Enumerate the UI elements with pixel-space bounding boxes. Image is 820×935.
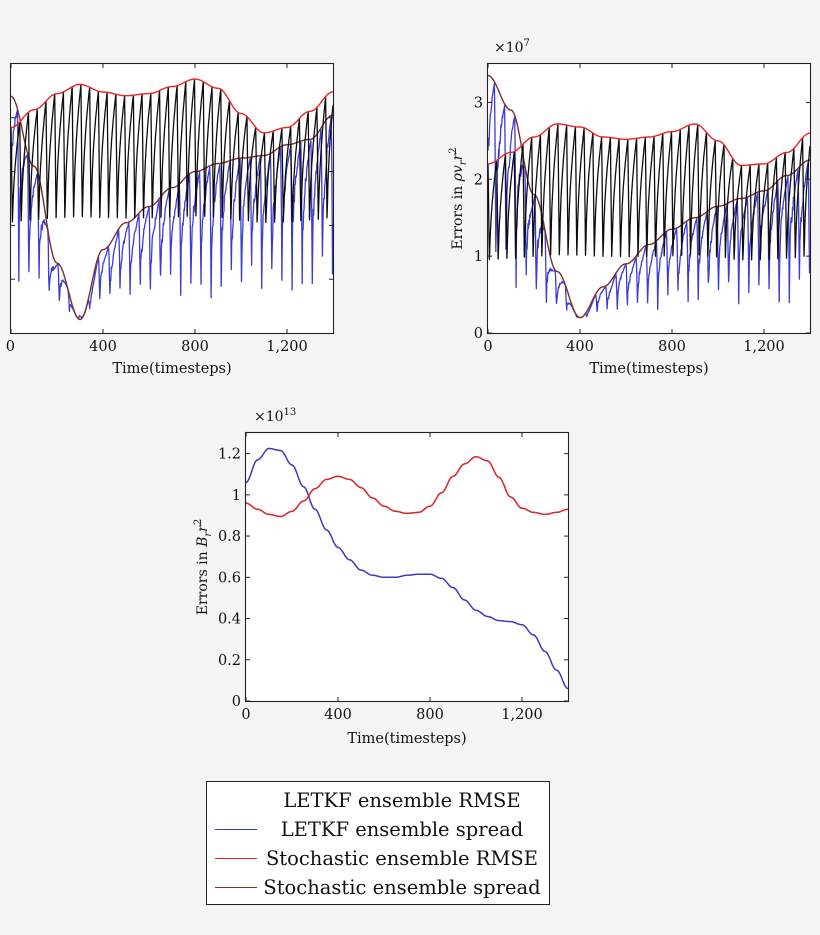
y-label-subscript: r bbox=[458, 159, 469, 165]
x-tick-label: 800 bbox=[658, 339, 686, 355]
y-tick-label: 0.8 bbox=[218, 529, 241, 545]
chart-panel-2: 0 400 800 1,200 0 1 2 3 Time(timesteps) ×107 Error… bbox=[448, 38, 812, 377]
chart-panel-3: 0 400 800 1,200 0 0.2 0.4 0.6 0.8 1 1.2 Time(timest… bbox=[193, 407, 570, 747]
y-axis-label: Errors in ρvrr2 bbox=[448, 147, 469, 249]
scale-exponent: 13 bbox=[284, 407, 297, 418]
y-label-tail: r bbox=[450, 152, 466, 160]
legend-item: LETKF ensemble RMSE bbox=[207, 788, 549, 814]
y-label-superscript: 2 bbox=[448, 147, 459, 153]
y-tick-label: 0.6 bbox=[218, 570, 241, 586]
x-tick-label: 800 bbox=[416, 707, 444, 723]
legend-swatch-letkf-rmse bbox=[215, 800, 257, 801]
x-axis-label: Time(timesteps) bbox=[347, 731, 466, 747]
x-tick-label: 400 bbox=[566, 339, 594, 355]
x-tick-label: 0 bbox=[483, 339, 492, 355]
x-tick-label: 400 bbox=[89, 339, 117, 355]
scale-factor: ×1013 bbox=[254, 407, 296, 425]
x-tick-label: 1,200 bbox=[501, 707, 543, 723]
plot-frame bbox=[9, 62, 335, 335]
series-line-3 bbox=[10, 78, 334, 134]
legend-label: Stochastic ensemble spread bbox=[263, 876, 541, 899]
y-tick-label: 0.2 bbox=[218, 653, 241, 669]
y-tick-label: 0 bbox=[474, 326, 483, 342]
y-label-tail: r bbox=[195, 524, 211, 532]
legend-swatch-stochastic-spread bbox=[215, 887, 257, 888]
plot-frame bbox=[486, 62, 812, 335]
x-tick-label: 0 bbox=[6, 339, 15, 355]
y-tick-label: 3 bbox=[474, 95, 483, 111]
series-line-3 bbox=[245, 456, 569, 518]
series-line-1 bbox=[10, 78, 334, 224]
scale-exponent: 7 bbox=[524, 38, 530, 49]
legend-item: Stochastic ensemble spread bbox=[207, 875, 549, 901]
legend-label: Stochastic ensemble RMSE bbox=[265, 847, 539, 870]
y-tick-label: 1 bbox=[474, 249, 483, 265]
series-line-2 bbox=[10, 109, 334, 320]
legend-label: LETKF ensemble RMSE bbox=[283, 789, 521, 812]
x-tick-label: 1,200 bbox=[743, 339, 785, 355]
series-line-2 bbox=[245, 447, 569, 690]
y-tick-label: 0.4 bbox=[218, 612, 241, 628]
plot-frame bbox=[244, 431, 570, 703]
y-label-superscript: 2 bbox=[193, 519, 204, 525]
x-tick-label: 1,200 bbox=[266, 339, 308, 355]
series-line-1 bbox=[487, 123, 811, 261]
plot-area bbox=[246, 433, 568, 701]
legend-swatch-stochastic-rmse bbox=[215, 858, 257, 859]
x-axis-label: Time(timesteps) bbox=[589, 361, 708, 377]
legend-item: LETKF ensemble spread bbox=[207, 817, 549, 843]
y-axis-label: Errors in Brr2 bbox=[193, 519, 214, 615]
x-axis-label: Time(timesteps) bbox=[112, 361, 231, 377]
x-tick-label: 0 bbox=[241, 707, 250, 723]
scale-factor: ×107 bbox=[494, 38, 530, 56]
series-line-3 bbox=[487, 123, 811, 167]
y-tick-label: 1 bbox=[232, 488, 241, 504]
y-label-math: ρv bbox=[450, 165, 466, 182]
legend: LETKF ensemble RMSE LETKF ensemble sprea… bbox=[206, 781, 550, 905]
y-tick-label: 1.2 bbox=[218, 447, 241, 463]
y-tick-label: 0 bbox=[232, 694, 241, 710]
x-tick-label: 800 bbox=[181, 339, 209, 355]
y-tick-label: 2 bbox=[474, 172, 483, 188]
legend-label: LETKF ensemble spread bbox=[280, 818, 524, 841]
y-label-math: B bbox=[195, 537, 211, 548]
chart-panel-1: 0 400 800 1,200 Time(timesteps) bbox=[6, 62, 335, 377]
legend-item: Stochastic ensemble RMSE bbox=[207, 846, 549, 872]
x-tick-label: 400 bbox=[324, 707, 352, 723]
legend-swatch-letkf-spread bbox=[215, 829, 257, 830]
y-label-subscript: r bbox=[203, 531, 214, 537]
